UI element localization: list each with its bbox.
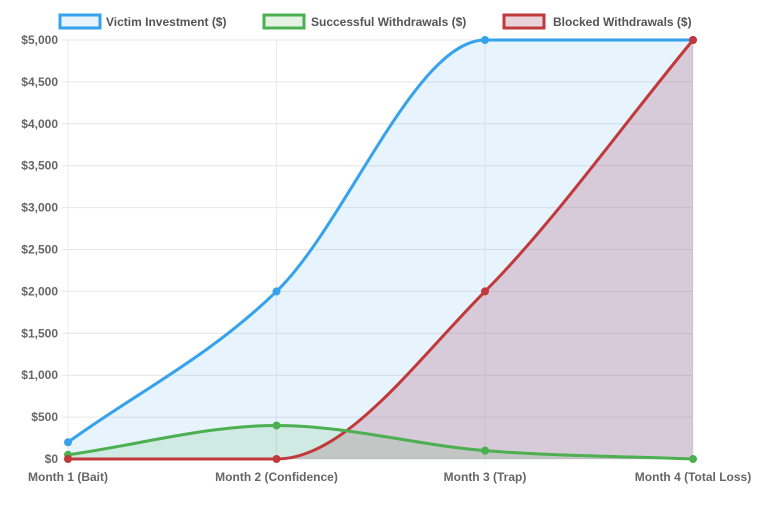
blocked-withdrawals-point[interactable]: [272, 455, 281, 463]
legend-swatch: [502, 13, 546, 30]
victim-investment-area: [68, 40, 693, 459]
y-tick-label: $1,000: [21, 368, 58, 382]
chart-areas: [68, 40, 693, 459]
successful-withdrawals-point[interactable]: [481, 446, 489, 455]
legend-item-blocked-withdrawals[interactable]: Blocked Withdrawals ($): [502, 13, 692, 30]
y-axis: $0 $500 $1,000 $1,500 $2,000 $2,500 $3,000 $3,5…: [21, 33, 58, 466]
x-tick-label: Month 4 (Total Loss): [635, 470, 751, 484]
chart-points: [64, 36, 697, 463]
blocked-withdrawals-point[interactable]: [64, 455, 72, 463]
successful-withdrawals-point[interactable]: [272, 421, 281, 430]
y-tick-label: $4,000: [21, 117, 58, 131]
victim-investment-point[interactable]: [481, 36, 489, 44]
x-tick-label: Month 3 (Trap): [444, 470, 527, 484]
blocked-withdrawals-point[interactable]: [689, 36, 697, 44]
legend-swatch: [58, 13, 102, 30]
y-tick-label: $0: [45, 452, 59, 466]
victim-investment-point[interactable]: [64, 438, 72, 447]
chart-lines: [66, 38, 695, 461]
legend-label: Victim Investment ($): [106, 15, 226, 29]
x-tick-label: Month 1 (Bait): [28, 470, 108, 484]
x-tick-label: Month 2 (Confidence): [215, 470, 338, 484]
y-tick-label: $3,500: [21, 159, 58, 173]
y-tick-label: $2,500: [21, 243, 58, 257]
y-tick-label: $5,000: [21, 33, 58, 47]
chart-legend: Victim Investment ($) Successful Withdraw…: [58, 13, 692, 30]
y-tick-label: $500: [31, 410, 58, 424]
legend-item-successful-withdrawals[interactable]: Successful Withdrawals ($): [262, 13, 466, 30]
blocked-withdrawals-line: [66, 38, 695, 461]
x-axis: Month 1 (Bait) Month 2 (Confidence) Month …: [28, 470, 751, 484]
y-tick-label: $1,500: [21, 326, 58, 340]
y-tick-label: $2,000: [21, 284, 58, 298]
victim-investment-line: [66, 38, 695, 444]
y-tick-label: $3,000: [21, 201, 58, 215]
legend-label: Successful Withdrawals ($): [311, 15, 466, 29]
successful-withdrawals-point[interactable]: [689, 455, 697, 463]
successful-withdrawals-line: [66, 423, 695, 461]
successful-withdrawals-area: [68, 425, 693, 459]
chart-grid: [62, 39, 694, 465]
y-tick-label: $4,500: [21, 75, 58, 89]
blocked-withdrawals-point[interactable]: [481, 287, 489, 296]
victim-investment-point[interactable]: [272, 287, 281, 296]
legend-label: Blocked Withdrawals ($): [553, 15, 692, 29]
blocked-withdrawals-area: [68, 40, 693, 459]
legend-item-victim-investment[interactable]: Victim Investment ($): [58, 13, 226, 30]
legend-swatch: [262, 13, 306, 30]
